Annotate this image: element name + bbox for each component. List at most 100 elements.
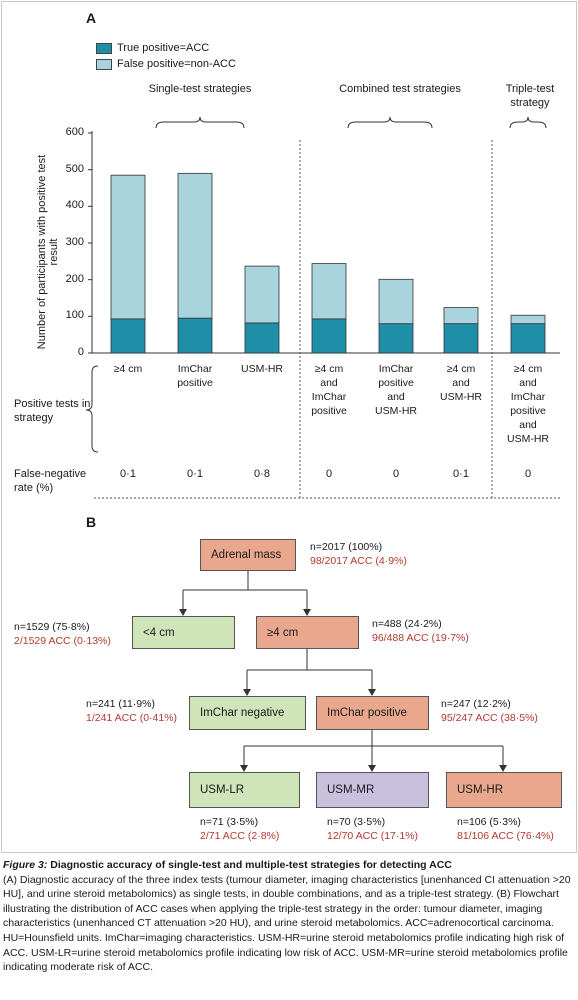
bar-false-positive: [177, 172, 213, 319]
arrow-to-lt4: [179, 609, 187, 616]
brace-combined: [347, 116, 433, 129]
arrow-to-imneg: [243, 689, 251, 696]
caption-title: Diagnostic accuracy of single-test and m…: [47, 859, 452, 871]
note-usmlr-acc: 2/71 ACC (2·8%): [200, 830, 280, 842]
note-adrenal-acc: 98/2017 ACC (4·9%): [310, 555, 407, 567]
panel-b-label: B: [86, 514, 97, 530]
note-lt4-acc: 2/1529 ACC (0·13%): [14, 635, 111, 647]
note-impos-acc: 95/247 ACC (38·5%): [441, 712, 538, 724]
note-lt4cm: n=1529 (75·8%) 2/1529 ACC (0·13%): [14, 620, 111, 648]
arrow-to-ge4: [303, 609, 311, 616]
chart-legend: True positive=ACC False positive=non-ACC: [96, 40, 236, 72]
note-usm-mr: n=70 (3·5%) 12/70 ACC (17·1%): [327, 815, 418, 843]
legend-false-label: False positive=non-ACC: [117, 58, 236, 70]
note-adrenal-n: n=2017 (100%): [310, 541, 383, 553]
y-tick-label: 300: [65, 236, 84, 248]
brace-positive-tests: [85, 365, 99, 453]
note-adrenal-mass: n=2017 (100%) 98/2017 ACC (4·9%): [310, 540, 407, 568]
y-tick-label: 0: [77, 346, 84, 358]
bar-true-positive: [177, 317, 213, 354]
node-imchar-negative: ImChar negative: [189, 696, 306, 730]
bar-false-positive: [110, 174, 146, 320]
caption-title-block: Figure 3: Diagnostic accuracy of single-…: [3, 859, 452, 871]
bar-false-positive: [443, 307, 479, 325]
false-negative-value: 0·1: [187, 468, 203, 480]
caption-body: (A) Diagnostic accuracy of the three ind…: [3, 873, 571, 974]
category-label: ≥4 cm: [113, 363, 143, 375]
note-usmmr-acc: 12/70 ACC (17·1%): [327, 830, 419, 842]
legend-swatch-true: [96, 42, 112, 54]
note-usmhr-n: n=106 (5·3%): [457, 816, 521, 828]
bar-false-positive: [378, 278, 414, 325]
bar-true-positive: [244, 322, 280, 354]
note-impos-n: n=247 (12·2%): [441, 698, 511, 710]
false-negative-value: 0: [325, 468, 333, 480]
category-label: USM-HR: [241, 363, 283, 375]
y-tick-label: 600: [65, 126, 84, 138]
legend-swatch-false: [96, 58, 112, 70]
note-ge4-acc: 96/488 ACC (19·7%): [372, 632, 469, 644]
arrow-to-usmlr: [240, 765, 248, 772]
y-tick-label: 100: [65, 309, 84, 322]
bar-false-positive: [244, 265, 280, 324]
false-negative-value: 0·1: [453, 468, 469, 480]
note-lt4-n: n=1529 (75·8%): [14, 621, 90, 633]
category-label: ImChar positive: [177, 363, 213, 389]
brace-triple: [509, 116, 547, 129]
strategy-head-single: Single-test strategies: [148, 83, 252, 95]
category-label: ImChar positive and USM-HR: [375, 363, 417, 417]
y-tick-label: 400: [65, 199, 84, 212]
note-usmlr-n: n=71 (3·5%): [200, 816, 259, 828]
bar-true-positive: [311, 318, 347, 354]
figure-caption: Figure 3: Diagnostic accuracy of single-…: [3, 858, 575, 975]
note-imchar-negative: n=241 (11·9%) 1/241 ACC (0·41%): [86, 697, 177, 725]
bar-true-positive: [443, 323, 479, 354]
false-negative-value: 0·1: [120, 468, 136, 480]
node-ge4cm: ≥4 cm: [256, 616, 359, 649]
node-adrenal-mass: Adrenal mass: [200, 539, 296, 571]
false-negative-row-label: False-negative rate (%): [14, 468, 87, 494]
legend-true-positive: True positive=ACC: [96, 40, 236, 56]
note-imchar-positive: n=247 (12·2%) 95/247 ACC (38·5%): [441, 697, 538, 725]
false-negative-value: 0·8: [254, 468, 270, 480]
bar-false-positive: [510, 314, 546, 325]
node-imchar-positive: ImChar positive: [316, 696, 429, 730]
category-label: ≥4 cm and USM-HR: [440, 363, 482, 403]
positive-tests-row-label: Positive tests in strategy: [14, 398, 91, 424]
bar-true-positive: [110, 318, 146, 354]
arrow-to-usmhr: [499, 765, 507, 772]
note-usmhr-acc: 81/106 ACC (76·4%): [457, 830, 554, 842]
bar-true-positive: [510, 323, 546, 354]
strategy-head-combined: Combined test strategies: [339, 83, 461, 95]
strategy-head-triple: Triple-test strategy: [505, 83, 555, 109]
panel-a-label: A: [86, 10, 97, 26]
false-negative-value: 0: [524, 468, 532, 480]
y-tick-label: 500: [65, 162, 84, 175]
bar-false-positive: [311, 263, 347, 320]
note-ge4cm: n=488 (24·2%) 96/488 ACC (19·7%): [372, 617, 469, 645]
category-label: ≥4 cm and ImChar positive: [311, 363, 347, 417]
legend-false-positive: False positive=non-ACC: [96, 56, 236, 72]
node-lt4cm: <4 cm: [132, 616, 235, 649]
caption-figure-label: Figure 3:: [3, 859, 48, 871]
figure-frame: [1, 1, 577, 853]
note-usm-lr: n=71 (3·5%) 2/71 ACC (2·8%): [200, 815, 279, 843]
flowchart-connectors: [179, 571, 507, 772]
arrow-to-impos: [368, 689, 376, 696]
note-usm-hr: n=106 (5·3%) 81/106 ACC (76·4%): [457, 815, 554, 843]
note-ge4-n: n=488 (24·2%): [372, 618, 442, 630]
arrow-to-usmmr: [368, 765, 376, 772]
node-usm-lr: USM-LR: [189, 772, 300, 808]
false-negative-value: 0: [392, 468, 400, 480]
node-usm-hr: USM-HR: [446, 772, 562, 808]
legend-true-label: True positive=ACC: [117, 42, 210, 54]
note-imneg-n: n=241 (11·9%): [86, 698, 155, 710]
note-usmmr-n: n=70 (3·5%): [327, 816, 386, 828]
node-usm-mr: USM-MR: [316, 772, 429, 808]
chart-bars: [110, 172, 546, 354]
note-imneg-acc: 1/241 ACC (0·41%): [86, 712, 178, 724]
category-label: ≥4 cm and ImChar positive and USM-HR: [507, 363, 549, 445]
y-tick-label: 200: [65, 272, 84, 285]
brace-single: [155, 116, 245, 129]
